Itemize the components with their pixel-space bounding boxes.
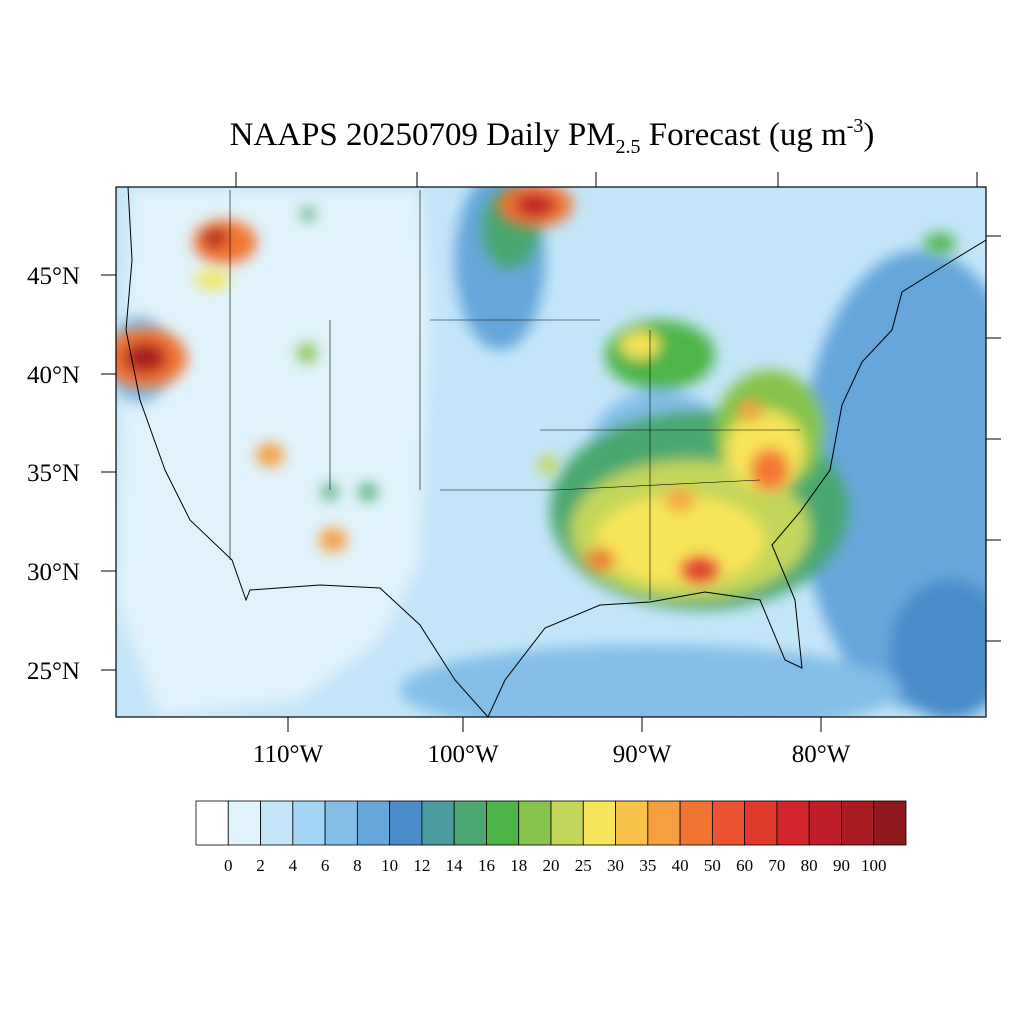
colorbar-box [486,800,520,846]
colorbar-box [292,800,326,846]
colorbar-label: 90 [833,856,850,875]
colorbar-box [647,800,681,846]
lat-label: 40°N [27,362,80,389]
colorbar-label: 70 [768,856,785,875]
colorbar-label: 2 [256,856,265,875]
lat-label: 25°N [27,658,80,685]
colorbar-box [615,800,649,846]
colorbar-label: 25 [575,856,592,875]
colorbar-label: 20 [543,856,560,875]
colorbar-label: 18 [510,856,527,875]
colorbar-label: 100 [861,856,887,875]
colorbar-box [808,800,842,846]
colorbar-label: 60 [736,856,753,875]
colorbar-label: 14 [446,856,464,875]
colorbar-box [195,800,229,846]
colorbar-box [518,800,552,846]
lat-label: 45°N [27,263,80,290]
lat-label: 35°N [27,460,80,487]
lon-label: 110°W [253,741,324,768]
map-frame [115,186,987,718]
colorbar-box [841,800,875,846]
colorbar-box [582,800,616,846]
colorbar-label: 6 [321,856,330,875]
colorbar-box [711,800,746,846]
colorbar-box [227,800,261,846]
colorbar-label: 80 [801,856,818,875]
colorbar-box [260,800,294,846]
colorbar-box [744,800,778,846]
colorbar-box [356,800,391,846]
colorbar-box [324,800,358,846]
colorbar-box [873,800,907,846]
lon-label: 90°W [613,741,672,768]
colorbar-box [389,800,423,846]
longitude-labels: 110°W 100°W 90°W 80°W [253,741,851,768]
title: NAAPS 20250709 Daily PM2.5 Forecast (ug … [230,115,875,158]
lat-label: 30°N [27,559,80,586]
colorbar-box [550,800,584,846]
lon-label: 80°W [792,741,851,768]
colorbar-label: 8 [353,856,362,875]
colorbar-label: 10 [381,856,398,875]
lon-label: 100°W [427,741,498,768]
colorbar-label: 4 [289,856,298,875]
colorbar-label: 50 [704,856,721,875]
frame-ticks [101,172,1001,732]
latitude-labels: 45°N 40°N 35°N 30°N 25°N [27,263,80,685]
colorbar-box [776,800,810,846]
colorbar-label: 35 [639,856,656,875]
colorbar-label: 0 [224,856,233,875]
colorbar-box [679,800,713,846]
colorbar-box [421,800,455,846]
colorbar-label: 12 [413,856,430,875]
colorbar-label: 16 [478,856,495,875]
colorbar: 0 2 4 6 8 10 12 14 16 18 20 25 30 35 40 50 60 70 80 90 100 [195,800,907,875]
colorbar-label: 40 [672,856,689,875]
pm25-field [116,187,986,717]
colorbar-label: 30 [607,856,624,875]
colorbar-box [453,800,487,846]
